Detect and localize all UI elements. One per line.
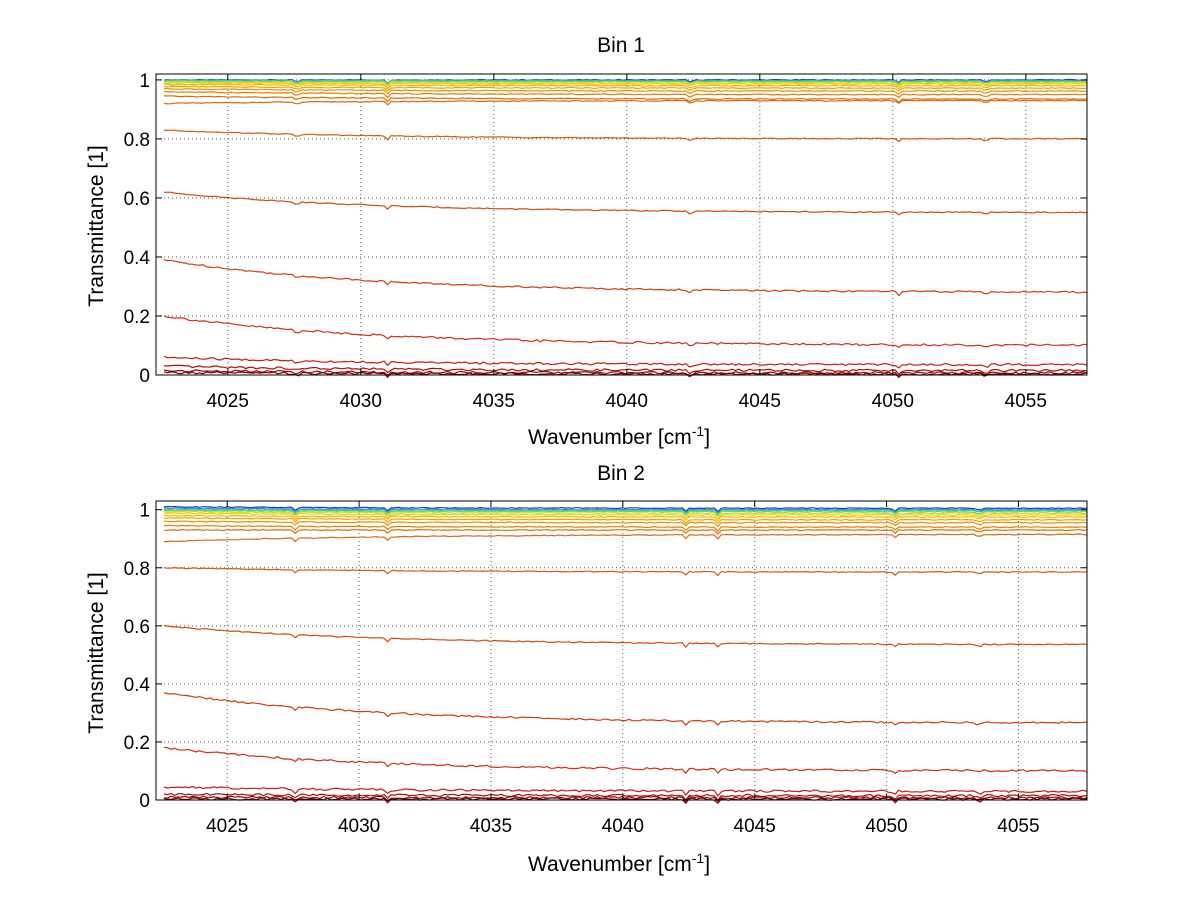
series-line	[163, 80, 1088, 86]
series-line	[163, 516, 1088, 525]
series-line	[163, 80, 1088, 87]
x-tick-label: 4030	[338, 816, 380, 837]
x-tick-label: 4030	[340, 391, 382, 412]
series-line	[163, 369, 1088, 379]
y-tick-label: 0.2	[124, 733, 150, 754]
series-line	[163, 191, 1088, 216]
y-tick-label: 0.4	[124, 675, 151, 696]
y-tick-label: 0.4	[124, 248, 151, 269]
x-tick-label: 4025	[207, 391, 249, 412]
y-tick-label: 0.2	[124, 307, 150, 328]
series-line	[163, 315, 1088, 348]
series-line	[163, 364, 1088, 375]
x-tick-label: 4050	[865, 816, 907, 837]
series-line	[163, 509, 1088, 517]
series-line	[163, 259, 1088, 297]
x-tick-label: 4035	[470, 816, 512, 837]
series-line	[163, 85, 1088, 92]
axes-frame	[155, 73, 1088, 376]
series-line	[163, 90, 1088, 99]
series-line	[163, 625, 1088, 649]
x-tick-label: 4055	[1005, 391, 1047, 412]
chart-panel-bin-1: Bin 1 Wavenumber [cm-1] Transmittance [1…	[85, 34, 1088, 449]
y-tick-label: 0.6	[124, 617, 150, 638]
x-tick-label: 4040	[602, 816, 644, 837]
y-axis-label: Transmittance [1]	[85, 145, 108, 306]
series-line	[163, 692, 1088, 727]
series-line	[163, 797, 1088, 805]
series-line	[163, 533, 1088, 543]
series-line	[163, 355, 1088, 369]
x-axis-label: Wavenumber [cm-1]	[528, 850, 710, 876]
series-line	[163, 83, 1088, 90]
series-line	[163, 510, 1088, 518]
chart-title: Bin 2	[597, 462, 645, 485]
series-line	[163, 508, 1087, 516]
series-line	[163, 512, 1088, 520]
y-tick-label: 0.8	[124, 559, 150, 580]
series-line	[163, 505, 1088, 513]
y-tick-label: 0	[139, 366, 150, 387]
y-axis-label: Transmittance [1]	[85, 572, 108, 733]
series-line	[163, 785, 1088, 797]
series-line	[163, 514, 1088, 522]
x-tick-label: 4025	[206, 816, 248, 837]
series-line	[163, 87, 1088, 95]
y-tick-label: 1	[139, 71, 150, 92]
series-line	[163, 792, 1088, 801]
y-tick-label: 1	[139, 501, 150, 522]
axes-frame	[155, 500, 1088, 801]
series-line	[164, 81, 1088, 89]
chart-panel-bin-2: Bin 2 Wavenumber [cm-1] Transmittance [1…	[85, 462, 1088, 876]
x-axis-label: Wavenumber [cm-1]	[528, 423, 710, 449]
series-line	[164, 95, 1088, 104]
series-line	[163, 129, 1087, 143]
series-line	[163, 528, 1088, 535]
chart-title: Bin 1	[597, 34, 645, 57]
y-tick-label: 0.6	[124, 189, 150, 210]
series-line	[163, 99, 1088, 106]
x-tick-label: 4040	[606, 391, 648, 412]
x-tick-label: 4045	[739, 391, 781, 412]
x-tick-label: 4035	[473, 391, 515, 412]
y-tick-label: 0	[139, 791, 150, 812]
series-line	[163, 524, 1088, 533]
y-tick-label: 0.8	[124, 130, 150, 151]
series-line	[163, 566, 1088, 577]
series-line	[163, 520, 1088, 528]
x-tick-label: 4050	[872, 391, 914, 412]
x-tick-label: 4045	[734, 816, 776, 837]
x-tick-label: 4055	[997, 816, 1039, 837]
series-line	[163, 746, 1088, 775]
